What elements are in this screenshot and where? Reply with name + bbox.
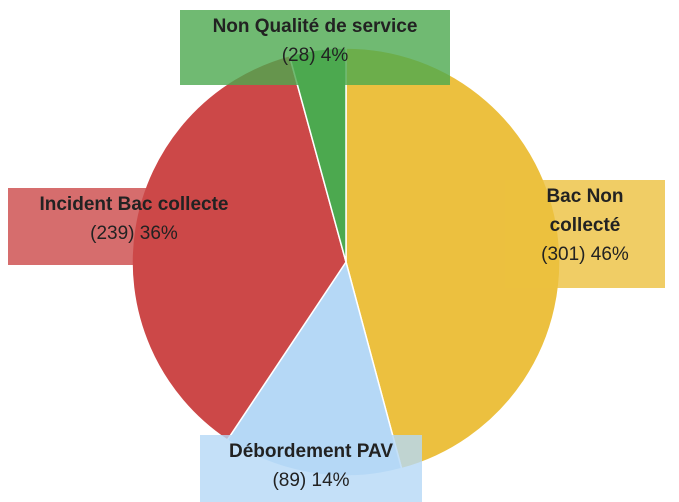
value-label: (28) 4%: [281, 45, 349, 66]
slice-label: Débordement PAV: [229, 441, 393, 462]
value-label: (239) 36%: [90, 223, 178, 244]
value-label: (301) 46%: [541, 244, 629, 265]
label-box: Bac Non collecté (301) 46%: [505, 180, 665, 288]
label-box: Non Qualité de service (28) 4%: [180, 10, 450, 85]
label-box: Débordement PAV (89) 14%: [200, 435, 422, 502]
slice-label: Incident Bac collecte: [39, 194, 229, 215]
slice-label: Non Qualité de service: [212, 16, 418, 37]
value-label: (89) 14%: [272, 470, 350, 491]
slice-label: Bac Non collecté: [546, 186, 624, 236]
label-box: Incident Bac collecte (239) 36%: [8, 188, 260, 265]
